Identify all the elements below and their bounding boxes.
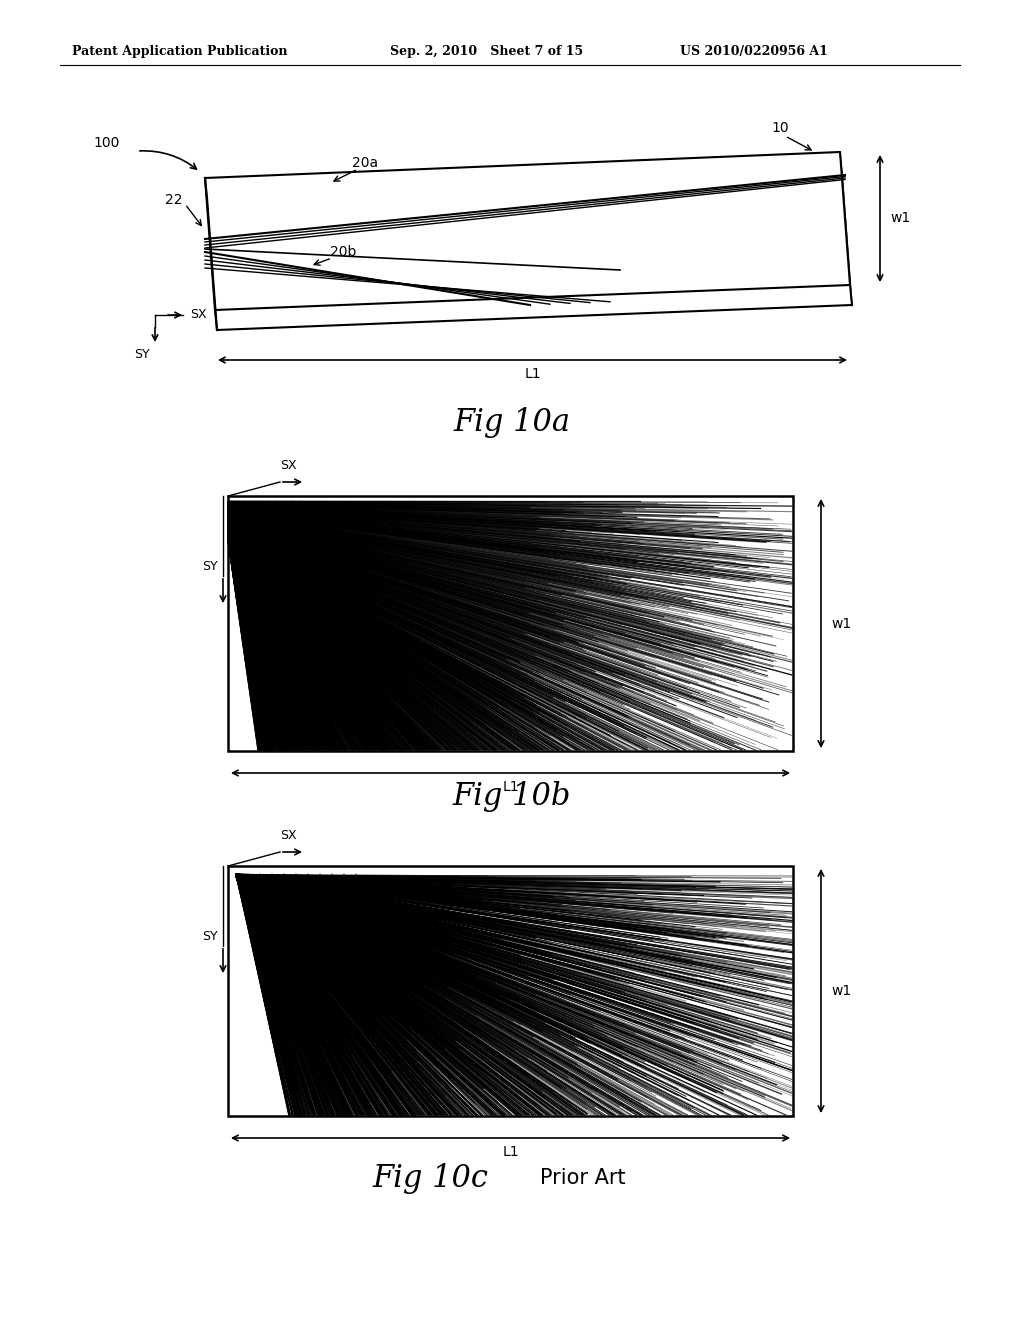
Text: Patent Application Publication: Patent Application Publication (72, 45, 288, 58)
Text: 100: 100 (93, 136, 120, 150)
Bar (228, 866, 793, 1115)
Text: w1: w1 (831, 616, 851, 631)
Text: SX: SX (280, 829, 297, 842)
Bar (228, 866, 793, 1115)
Text: w1: w1 (890, 211, 910, 226)
Text: 20a: 20a (352, 156, 378, 170)
Text: L1: L1 (524, 367, 541, 381)
Text: L1: L1 (502, 780, 519, 795)
Text: L1: L1 (502, 1144, 519, 1159)
Text: 20b: 20b (330, 246, 356, 259)
Text: US 2010/0220956 A1: US 2010/0220956 A1 (680, 45, 827, 58)
Text: w1: w1 (831, 983, 851, 998)
Text: SX: SX (280, 459, 297, 473)
Text: SY: SY (203, 929, 218, 942)
Text: Fig 10b: Fig 10b (453, 780, 571, 812)
Bar (228, 496, 793, 751)
Text: Fig 10a: Fig 10a (454, 407, 570, 437)
Text: SX: SX (190, 309, 207, 322)
Text: Prior Art: Prior Art (540, 1168, 626, 1188)
Bar (228, 496, 793, 751)
Text: 10: 10 (771, 121, 788, 135)
Text: Sep. 2, 2010   Sheet 7 of 15: Sep. 2, 2010 Sheet 7 of 15 (390, 45, 583, 58)
Text: 22: 22 (165, 193, 182, 207)
Text: SY: SY (203, 560, 218, 573)
Text: SY: SY (134, 348, 150, 362)
Text: Fig 10c: Fig 10c (372, 1163, 488, 1193)
